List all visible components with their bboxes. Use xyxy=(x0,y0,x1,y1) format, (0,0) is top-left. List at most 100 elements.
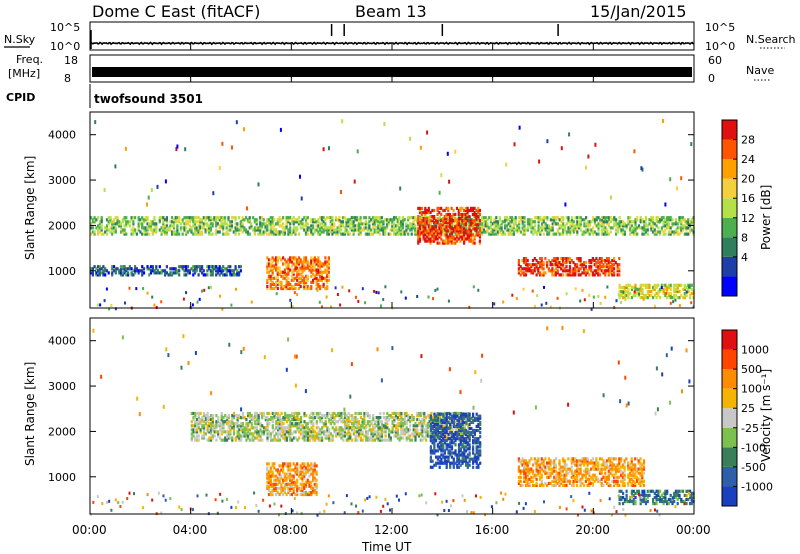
velocity-cell-407 xyxy=(282,430,285,434)
velocity-cell-1193 xyxy=(460,411,463,416)
power-cell-1547 xyxy=(648,222,651,226)
power-cell-2966 xyxy=(664,293,667,298)
power-cell-1860 xyxy=(216,267,219,271)
power-cell-826 xyxy=(393,232,396,236)
power-cell-2202 xyxy=(326,270,329,274)
power-heatmap xyxy=(90,119,695,311)
power-cell-512 xyxy=(282,216,285,220)
power-cell-2380 xyxy=(445,235,448,239)
power-cell-488 xyxy=(273,224,276,228)
power-cell-1960 xyxy=(276,266,279,270)
power-cell-1870 xyxy=(222,265,225,269)
power-cell-2109 xyxy=(306,264,309,268)
power-cell-3148 xyxy=(568,132,571,137)
power-cell-1262 xyxy=(542,232,545,236)
power-cell-2234 xyxy=(418,221,422,225)
power-cell-758 xyxy=(370,232,373,236)
velocity-cell-828 xyxy=(377,426,380,430)
power-cell-201 xyxy=(171,230,174,234)
velocity-cell-1417 xyxy=(303,484,306,488)
velocity-cell-764 xyxy=(363,434,366,438)
power-cell-2192 xyxy=(324,268,327,272)
velocity-cell-456 xyxy=(291,414,294,418)
power-cell-1642 xyxy=(681,218,685,222)
power-cell-1245 xyxy=(537,230,540,234)
power-cell-1089 xyxy=(482,230,486,234)
velocity-cell-1181 xyxy=(458,411,461,416)
power-cell-89 xyxy=(125,220,128,224)
power-cell-337 xyxy=(216,222,219,226)
velocity-cell-645 xyxy=(336,420,340,424)
power-cell-680 xyxy=(341,216,345,220)
power-cell-418 xyxy=(248,218,251,222)
power-cell-1486 xyxy=(623,230,626,234)
power-cell-805 xyxy=(384,228,387,232)
power-cell-2288 xyxy=(427,210,430,215)
velocity-cell-1644 xyxy=(447,451,450,455)
power-cell-889 xyxy=(414,232,417,236)
power-cell-1907 xyxy=(266,262,269,266)
power-cell-1395 xyxy=(590,228,593,232)
power-cell-3091 xyxy=(416,295,419,298)
velocity-cell-585 xyxy=(321,420,324,424)
power-cell-2986 xyxy=(673,296,676,300)
velocity-cell-786 xyxy=(366,414,369,418)
power-cell-891 xyxy=(414,228,417,232)
velocity-cell-1553 xyxy=(436,433,439,437)
power-cell-1537 xyxy=(643,220,646,224)
velocity-cell-463 xyxy=(292,414,295,418)
power-cell-2525 xyxy=(470,237,473,241)
power-cell-2707 xyxy=(565,273,568,277)
velocity-cell-701 xyxy=(347,411,350,416)
power-cell-441 xyxy=(259,228,262,232)
velocity-cell-831 xyxy=(377,420,380,424)
velocity-cell-1549 xyxy=(436,449,439,453)
power-cell-634 xyxy=(327,228,330,232)
velocity-cell-1532 xyxy=(433,418,436,422)
velocity-cell-1406 xyxy=(301,484,304,488)
velocity-cell-682 xyxy=(345,438,348,442)
power-cell-1501 xyxy=(630,230,633,234)
velocity-cell-664 xyxy=(340,411,343,416)
velocity-cell-1185 xyxy=(460,432,463,436)
power-cell-1844 xyxy=(209,271,212,275)
power-cell-146 xyxy=(149,228,153,232)
velocity-cell-1268 xyxy=(273,466,276,470)
power-cell-1460 xyxy=(613,216,616,220)
power-cell-1935 xyxy=(271,256,274,260)
power-cell-1677 xyxy=(91,273,94,277)
power-cell-309 xyxy=(208,232,211,236)
power-cell-733 xyxy=(359,222,362,226)
velocity-cell-1624 xyxy=(445,463,448,467)
power-cell-2483 xyxy=(463,241,466,245)
power-cell-2484 xyxy=(463,239,466,243)
power-cell-1152 xyxy=(504,226,507,230)
velocity-cell-1595 xyxy=(442,453,445,457)
velocity-cell-1385 xyxy=(296,470,299,474)
power-cell-2738 xyxy=(574,263,577,267)
power-cell-809 xyxy=(386,224,389,228)
velocity-cell-852 xyxy=(380,420,384,424)
power-cell-1795 xyxy=(174,267,177,271)
velocity-cell-1415 xyxy=(303,490,306,495)
power-cell-132 xyxy=(144,228,147,232)
power-cell-2698 xyxy=(561,265,565,269)
power-cell-1345 xyxy=(572,230,575,234)
power-cell-667 xyxy=(338,224,341,228)
power-cell-221 xyxy=(176,224,179,228)
power-cell-515 xyxy=(283,228,286,232)
power-cell-1514 xyxy=(634,224,637,228)
velocity-cell-586 xyxy=(321,416,324,420)
velocity-cell-1282 xyxy=(276,470,279,474)
power-cell-2359 xyxy=(440,212,443,217)
power-cell-1232 xyxy=(530,218,533,222)
power-cell-1903 xyxy=(266,270,269,274)
velocity-cell-728 xyxy=(354,420,357,424)
power-cell-2741 xyxy=(576,263,579,267)
velocity-cell-173 xyxy=(229,424,232,428)
velocity-cell-365 xyxy=(273,411,276,416)
power-cell-1633 xyxy=(680,230,683,234)
power-cell-335 xyxy=(215,216,218,220)
power-cell-1835 xyxy=(202,273,205,277)
velocity-cell-877 xyxy=(388,430,391,434)
